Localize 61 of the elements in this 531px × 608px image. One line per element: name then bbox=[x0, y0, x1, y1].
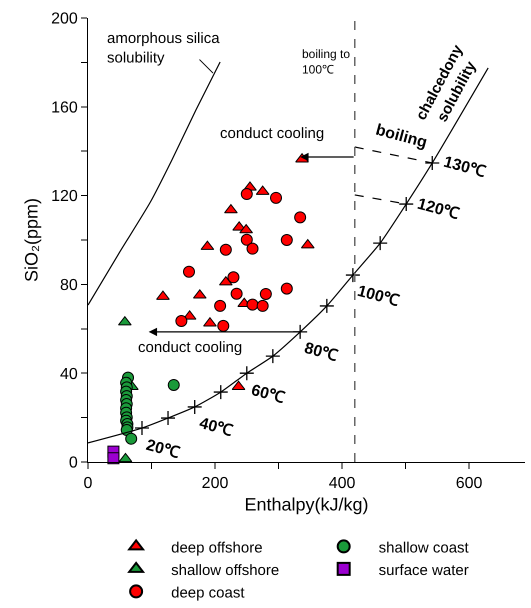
annotation: 20℃ bbox=[144, 436, 182, 462]
point bbox=[398, 196, 414, 212]
x-tick-label: 600 bbox=[456, 475, 483, 492]
point bbox=[424, 155, 440, 171]
legend-label: shallow offshore bbox=[171, 562, 280, 579]
x-axis-title: Enthalpy(kJ/kg) bbox=[244, 494, 369, 514]
point bbox=[182, 266, 195, 278]
annotation: 60℃ bbox=[249, 382, 286, 408]
point bbox=[246, 298, 259, 311]
x-tick-label: 200 bbox=[202, 475, 228, 492]
point bbox=[280, 234, 293, 246]
legend-label: shallow coast bbox=[378, 539, 470, 556]
point bbox=[230, 288, 243, 300]
ref-line-label: boiling to 100℃ bbox=[302, 47, 350, 77]
point bbox=[260, 288, 272, 300]
y-tick-label: 200 bbox=[51, 10, 78, 28]
y-tick-label: 120 bbox=[51, 188, 78, 206]
annotation: 100℃ bbox=[355, 282, 402, 310]
point bbox=[168, 378, 180, 391]
annotation: conduct cooling bbox=[220, 125, 324, 142]
point bbox=[319, 298, 334, 314]
point bbox=[256, 300, 269, 312]
annotation: 40℃ bbox=[197, 414, 235, 440]
y-tick-label: 0 bbox=[68, 454, 78, 472]
annotation: conduct cooling bbox=[138, 339, 242, 356]
y-tick-label: 160 bbox=[51, 99, 78, 116]
annotation: amorphous silica solubility bbox=[107, 30, 220, 66]
point bbox=[246, 242, 259, 255]
point bbox=[220, 244, 232, 256]
point bbox=[372, 235, 388, 251]
point bbox=[294, 211, 306, 224]
point bbox=[107, 452, 120, 464]
point bbox=[175, 315, 188, 328]
point bbox=[134, 420, 150, 436]
point bbox=[345, 267, 361, 283]
point bbox=[240, 188, 253, 200]
annotation: 120℃ bbox=[415, 196, 462, 224]
annotation: boiling bbox=[374, 122, 429, 152]
annotation: 80℃ bbox=[302, 340, 340, 366]
point bbox=[118, 452, 132, 462]
x-tick-label: 400 bbox=[328, 475, 356, 492]
point bbox=[240, 234, 253, 246]
point bbox=[270, 192, 282, 204]
point bbox=[214, 300, 226, 312]
point bbox=[125, 432, 138, 445]
point bbox=[227, 271, 240, 284]
point bbox=[265, 348, 280, 364]
y-tick-label: 80 bbox=[60, 277, 78, 294]
point bbox=[239, 366, 254, 381]
legend-label: deep coast bbox=[171, 584, 246, 602]
point bbox=[187, 399, 202, 415]
legend-label: deep offshore bbox=[171, 539, 263, 556]
point bbox=[213, 384, 228, 400]
point bbox=[217, 320, 230, 332]
y-axis-title: SiO₂(ppm) bbox=[21, 198, 42, 282]
point bbox=[160, 410, 176, 426]
x-tick-label: 0 bbox=[84, 475, 93, 492]
legend-label: surface water bbox=[378, 562, 469, 579]
point bbox=[280, 282, 293, 295]
y-tick-label: 40 bbox=[60, 366, 78, 383]
annotation: 130℃ bbox=[442, 154, 488, 182]
